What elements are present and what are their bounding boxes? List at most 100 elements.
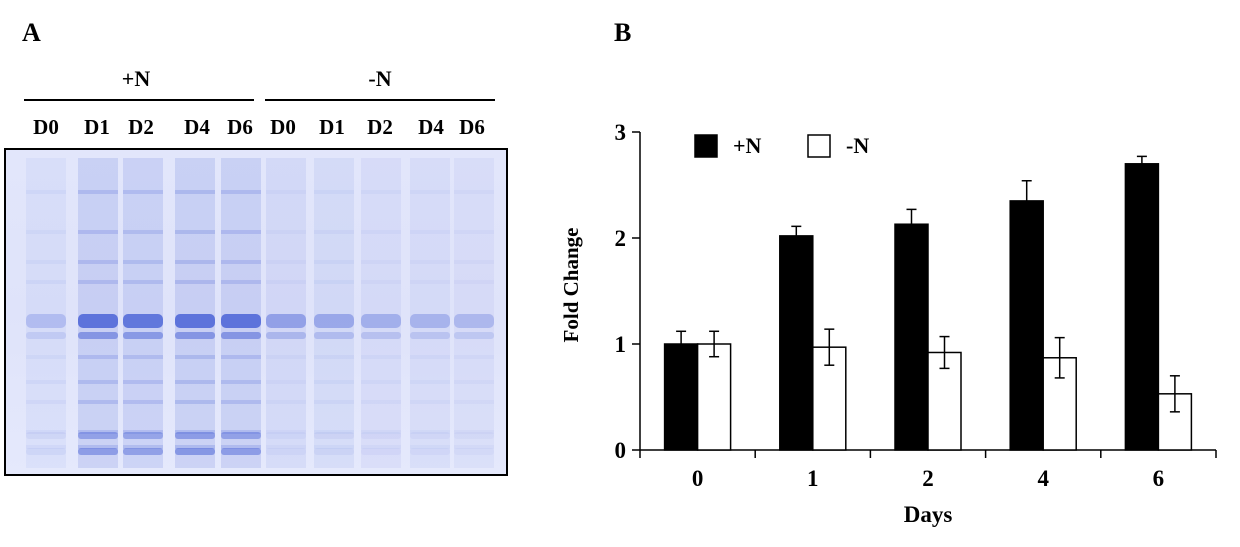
y-tick-label: 1 bbox=[615, 332, 627, 357]
gel-lane bbox=[410, 158, 450, 468]
gel-band-main bbox=[410, 314, 450, 328]
gel-band-faint bbox=[221, 445, 261, 449]
gel-band-faint bbox=[266, 430, 306, 434]
gel-band-faint bbox=[221, 380, 261, 384]
group-label-minus-n: -N bbox=[368, 66, 392, 91]
lane-label: D1 bbox=[319, 115, 345, 139]
gel-band-faint bbox=[123, 230, 163, 234]
gel-band-faint bbox=[175, 430, 215, 434]
lane-label: D2 bbox=[128, 115, 154, 139]
gel-band-faint bbox=[314, 400, 354, 404]
gel-band-faint bbox=[175, 260, 215, 264]
gel-band-faint bbox=[454, 445, 494, 449]
gel-band-low bbox=[314, 432, 354, 439]
gel-band-main bbox=[266, 314, 306, 328]
gel-band-low bbox=[361, 432, 401, 439]
panel-a-label: A bbox=[22, 18, 41, 47]
gel-band-faint bbox=[454, 260, 494, 264]
gel-band-faint bbox=[123, 430, 163, 434]
gel-lane bbox=[26, 158, 66, 468]
gel-band-faint bbox=[314, 280, 354, 284]
y-tick-label: 3 bbox=[615, 120, 627, 145]
gel-band-main bbox=[78, 314, 118, 328]
gel-bands bbox=[26, 158, 494, 468]
lane-label: D0 bbox=[270, 115, 296, 139]
gel-band-low bbox=[361, 448, 401, 455]
legend-label-plus-n: +N bbox=[733, 133, 762, 158]
group-line-plus-n bbox=[24, 99, 254, 101]
gel-band bbox=[221, 332, 261, 339]
gel-band-faint bbox=[314, 260, 354, 264]
chart-error-bars bbox=[676, 155, 1180, 413]
gel-band-faint bbox=[454, 430, 494, 434]
gel-band-faint bbox=[221, 260, 261, 264]
gel-band-faint bbox=[175, 230, 215, 234]
gel-lane bbox=[361, 158, 401, 468]
gel-band-faint bbox=[361, 380, 401, 384]
gel-band-low bbox=[266, 432, 306, 439]
y-tick-label: 2 bbox=[615, 226, 627, 251]
legend-label-minus-n: -N bbox=[846, 133, 869, 158]
gel-band-faint bbox=[123, 380, 163, 384]
gel-band-faint bbox=[221, 355, 261, 359]
gel-band-faint bbox=[361, 445, 401, 449]
gel-band-faint bbox=[266, 230, 306, 234]
gel-band-faint bbox=[314, 230, 354, 234]
gel-band-low bbox=[123, 448, 163, 455]
gel-band-faint bbox=[175, 380, 215, 384]
gel-band-faint bbox=[266, 400, 306, 404]
sds-page-gel-image bbox=[4, 148, 508, 476]
gel-lane bbox=[175, 158, 215, 468]
gel-band bbox=[78, 332, 118, 339]
gel-band-faint bbox=[221, 430, 261, 434]
gel-band-faint bbox=[410, 230, 450, 234]
gel-band-faint bbox=[26, 400, 66, 404]
gel-band-faint bbox=[221, 230, 261, 234]
gel-band-faint bbox=[78, 430, 118, 434]
gel-band-faint bbox=[221, 400, 261, 404]
lane-label: D6 bbox=[459, 115, 485, 139]
y-axis-label: Fold Change bbox=[559, 228, 583, 343]
gel-band-main bbox=[314, 314, 354, 328]
gel-lane bbox=[266, 158, 306, 468]
gel-band-low bbox=[454, 432, 494, 439]
bar-plus-n bbox=[1124, 163, 1160, 451]
gel-band-faint bbox=[410, 355, 450, 359]
gel-band-faint bbox=[221, 190, 261, 194]
gel-band-faint bbox=[78, 445, 118, 449]
chart-legend: +N -N bbox=[694, 133, 869, 158]
bar-plus-n bbox=[1009, 200, 1044, 451]
gel-band-main bbox=[123, 314, 163, 328]
bar-plus-n bbox=[779, 235, 814, 451]
gel-band-faint bbox=[454, 380, 494, 384]
x-tick-label: 2 bbox=[922, 466, 934, 491]
chart-ticks: 0 1 2 3 0 1 2 4 6 bbox=[615, 120, 1217, 491]
gel-band-low bbox=[123, 432, 163, 439]
gel-band-low bbox=[410, 448, 450, 455]
gel-band-low bbox=[78, 432, 118, 439]
gel-band-faint bbox=[266, 260, 306, 264]
gel-band-faint bbox=[26, 355, 66, 359]
gel-band-faint bbox=[26, 430, 66, 434]
gel-band-faint bbox=[78, 400, 118, 404]
gel-band bbox=[410, 332, 450, 339]
gel-lane bbox=[78, 158, 118, 468]
legend-swatch-minus-n bbox=[807, 134, 831, 158]
panel-b-label: B bbox=[614, 18, 632, 47]
y-tick-label: 0 bbox=[615, 438, 627, 463]
gel-band-faint bbox=[123, 445, 163, 449]
gel-band bbox=[314, 332, 354, 339]
lane-label: D4 bbox=[184, 115, 210, 139]
gel-band-faint bbox=[78, 355, 118, 359]
gel-band bbox=[361, 332, 401, 339]
gel-band-faint bbox=[26, 190, 66, 194]
lane-label: D1 bbox=[84, 115, 110, 139]
gel-band-low bbox=[314, 448, 354, 455]
bar-plus-n bbox=[894, 223, 929, 451]
gel-band-main bbox=[221, 314, 261, 328]
gel-lane bbox=[454, 158, 494, 468]
lane-label: D2 bbox=[367, 115, 393, 139]
fold-change-bar-chart: 0 1 2 3 0 1 2 4 6 +N -N Fold Change Days bbox=[559, 120, 1217, 527]
chart-bars bbox=[663, 163, 1193, 451]
gel-band-faint bbox=[361, 260, 401, 264]
